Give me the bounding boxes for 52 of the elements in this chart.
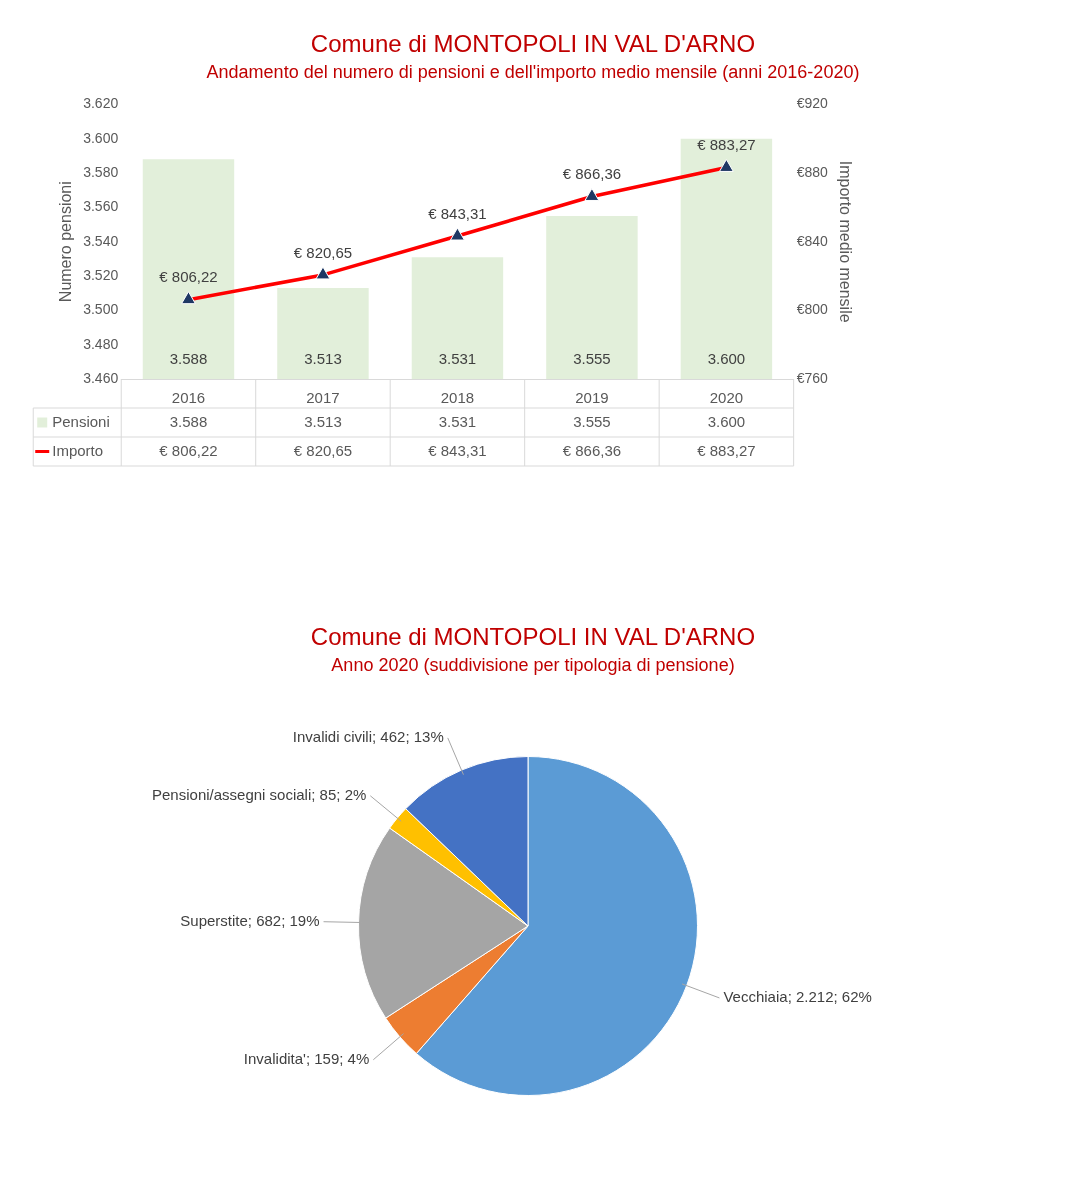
- text: 3.555: [573, 350, 611, 368]
- y-tick-label: 3.560: [83, 198, 119, 215]
- y2-tick-label: €840: [796, 232, 829, 249]
- y-tick-label: 3.540: [83, 232, 119, 249]
- y2-tick-label: €760: [796, 369, 829, 386]
- slice-label: Vecchiaia; 2.212; 62%: [723, 988, 872, 1006]
- text: 3.531: [438, 350, 477, 368]
- data-label: € 883,27: [697, 441, 756, 459]
- chart-subtitle: Andamento del numero di pensioni e dell'importo medio mensile (anni 2016-2020): [205, 62, 861, 83]
- text: € 843,31: [428, 204, 487, 222]
- y2-tick-label: €880: [796, 163, 829, 180]
- y-tick-label: 3.520: [83, 266, 119, 283]
- slice-label: Pensioni/assegni sociali; 85; 2%: [152, 785, 367, 803]
- y-tick-label: 3.620: [83, 95, 119, 112]
- data-label: € 843,31: [428, 441, 487, 459]
- chart-subtitle: Anno 2020 (suddivisione per tipologia di pensione): [330, 655, 736, 676]
- slice-label: Invalidi civili; 462; 13%: [292, 728, 444, 746]
- y-axis-title: Numero pensioni: [57, 181, 75, 303]
- x-tick-label: 2020: [709, 389, 744, 407]
- y-tick-label: 3.460: [83, 369, 119, 386]
- data-label: € 806,22: [159, 441, 218, 459]
- slice-label: Superstite; 682; 19%: [180, 911, 320, 929]
- y-tick-label: 3.500: [83, 301, 119, 318]
- text: € 883,27: [697, 136, 756, 154]
- x-tick-label: 2016: [171, 389, 206, 407]
- y2-tick-label: €920: [796, 95, 829, 112]
- data-label: 3.513: [304, 412, 342, 430]
- legend-label: Importo: [52, 441, 104, 459]
- text: 3.513: [304, 350, 342, 368]
- y-tick-label: 3.600: [83, 129, 119, 146]
- legend-label: Pensioni: [52, 412, 110, 430]
- y2-axis-title: Importo medio mensile: [836, 160, 854, 323]
- text: € 866,36: [562, 165, 622, 183]
- text: 3.600: [707, 350, 746, 368]
- data-label: 3.600: [707, 412, 746, 430]
- text: 3.588: [169, 350, 208, 368]
- data-label: 3.588: [169, 412, 208, 430]
- text: € 806,22: [159, 268, 218, 286]
- y-tick-label: 3.580: [83, 163, 119, 180]
- x-tick-label: 2019: [575, 389, 609, 407]
- data-label: € 866,36: [562, 441, 622, 459]
- data-label: € 820,65: [293, 441, 353, 459]
- data-label: 3.531: [438, 412, 477, 430]
- text: € 820,65: [293, 243, 353, 261]
- x-tick-label: 2018: [440, 389, 475, 407]
- y-tick-label: 3.480: [83, 335, 119, 352]
- x-tick-label: 2017: [306, 389, 340, 407]
- slice-label: Invalidita'; 159; 4%: [243, 1049, 370, 1067]
- chart-title: Comune di MONTOPOLI IN VAL D'ARNO: [309, 623, 757, 651]
- data-label: 3.555: [573, 412, 611, 430]
- chart-title: Comune di MONTOPOLI IN VAL D'ARNO: [309, 30, 757, 58]
- y2-tick-label: €800: [796, 301, 829, 318]
